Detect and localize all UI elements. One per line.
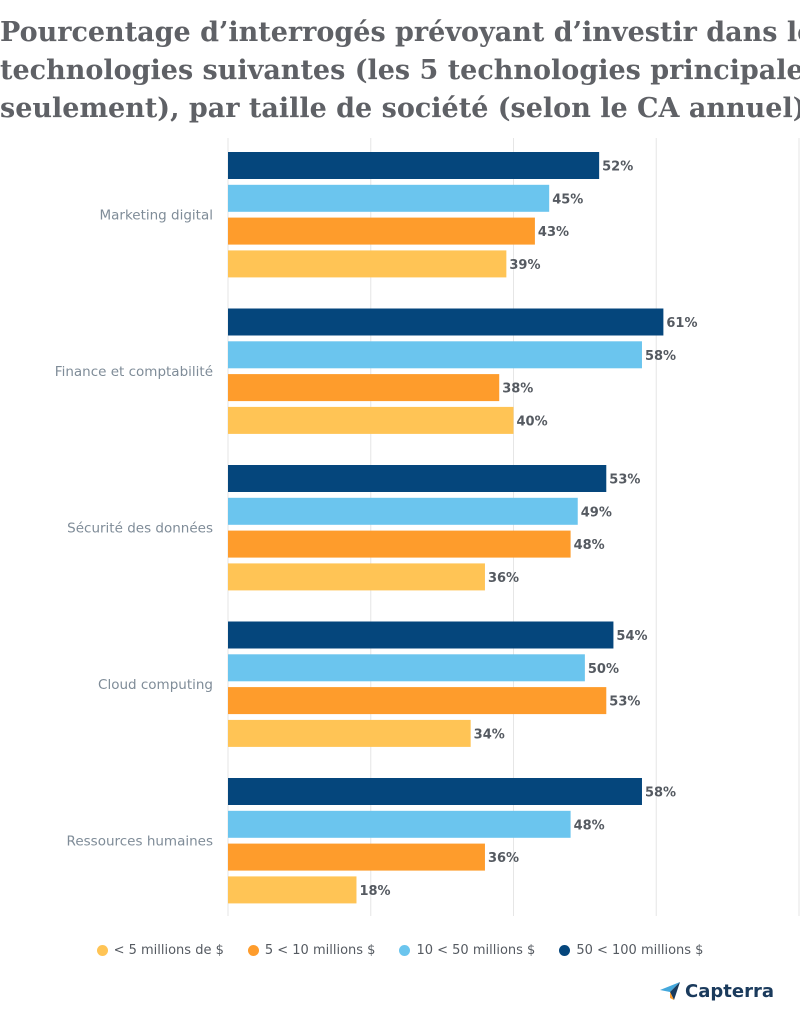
data-label: 45%: [552, 192, 583, 207]
data-label: 58%: [645, 786, 676, 801]
data-label: 48%: [574, 538, 605, 553]
data-label: 53%: [609, 695, 640, 710]
arrow-bottom-piece: [670, 982, 681, 1000]
data-label: 39%: [509, 258, 540, 273]
bar: [228, 621, 614, 649]
bar: [228, 341, 642, 369]
bar: [228, 810, 571, 838]
legend-label: < 5 millions de $: [113, 943, 224, 958]
legend-swatch: [559, 945, 571, 956]
bar: [228, 687, 607, 715]
capterra-arrow-icon: [660, 982, 681, 1000]
legend-swatch: [247, 945, 259, 956]
data-label: 58%: [645, 349, 676, 364]
data-label: 36%: [488, 571, 519, 586]
data-label: 40%: [517, 414, 548, 429]
legend-swatch: [399, 945, 411, 956]
capterra-logo: Capterra: [659, 980, 774, 1002]
bar: [228, 374, 500, 402]
data-label: 52%: [602, 160, 633, 175]
bar: [228, 217, 535, 245]
bar: [228, 843, 485, 871]
legend-label: 10 < 50 millions $: [416, 943, 536, 958]
bar: [228, 308, 664, 336]
category-label: Ressources humaines: [67, 834, 213, 850]
category-label: Sécurité des données: [67, 521, 213, 537]
data-label: 34%: [474, 727, 505, 742]
legend-label: 50 < 100 millions $: [576, 943, 704, 958]
bar: [228, 778, 642, 805]
title-line-1: Pourcentage d’interrogés prévoyant d’inv…: [0, 17, 800, 48]
data-label: 18%: [359, 884, 390, 899]
legend: < 5 millions de $ 5 < 10 millions $ 10 < 5…: [0, 943, 800, 958]
bar: [228, 184, 550, 212]
legend-item[interactable]: < 5 millions de $: [96, 943, 224, 958]
bar: [228, 876, 357, 904]
bar: [228, 406, 514, 434]
bar: [228, 563, 485, 591]
bar: [228, 152, 600, 179]
arrow-tail-piece: [670, 992, 675, 1000]
bar: [228, 497, 578, 525]
category-label: Cloud computing: [98, 677, 213, 693]
brand-name: Capterra: [685, 980, 774, 1002]
arrow-left-piece: [660, 982, 681, 992]
legend-item[interactable]: 10 < 50 millions $: [399, 943, 535, 958]
legend-label: 5 < 10 millions $: [264, 943, 376, 958]
bar: [228, 465, 607, 492]
data-label: 36%: [488, 851, 519, 866]
data-label: 38%: [502, 382, 533, 397]
bar: [228, 654, 585, 682]
legend-item[interactable]: 5 < 10 millions $: [247, 943, 376, 958]
data-label: 43%: [538, 225, 569, 240]
data-label: 50%: [588, 662, 619, 677]
data-label: 54%: [616, 629, 647, 644]
category-label: Finance et comptabilité: [55, 364, 213, 380]
data-label: 49%: [581, 505, 612, 520]
title-line-3: seulement), par taille de société (selon…: [0, 93, 800, 124]
title-line-2: technologies suivantes (les 5 technologi…: [0, 55, 800, 86]
chart-title: Pourcentage d’interrogés prévoyant d’inv…: [0, 14, 800, 128]
legend-swatch: [96, 945, 108, 956]
legend-item[interactable]: 50 < 100 millions $: [559, 943, 703, 958]
bar: [228, 719, 471, 747]
category-label: Marketing digital: [99, 208, 213, 224]
bar: [228, 530, 571, 558]
data-label: 61%: [666, 316, 697, 331]
data-label: 53%: [609, 473, 640, 488]
data-label: 48%: [574, 818, 605, 833]
bar: [228, 250, 507, 278]
